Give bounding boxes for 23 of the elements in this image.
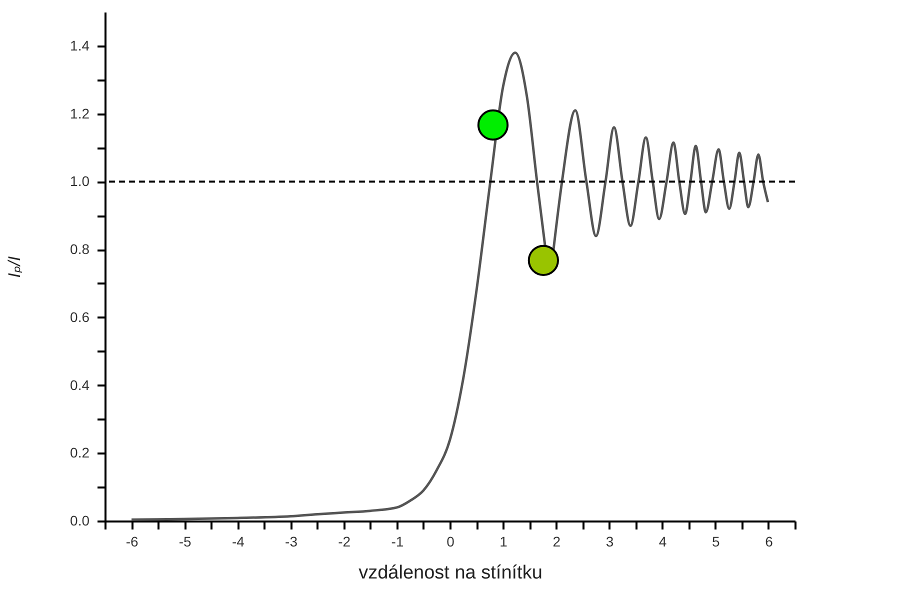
x-tick-label: 3 (606, 534, 614, 550)
y-axis-title: Iₚ/I (5, 256, 24, 278)
x-tick-label: 0 (446, 534, 455, 550)
x-tick-label: -3 (285, 534, 298, 550)
x-axis-title: vzdálenost na stínítku (358, 562, 542, 584)
y-tick-label: 0.8 (70, 241, 90, 258)
x-tick-label: 1 (500, 534, 508, 550)
y-tick-label: 0.2 (70, 444, 90, 461)
y-tick-label: 0.0 (70, 512, 90, 528)
y-tick-label: 1.0 (70, 173, 90, 190)
x-tick-label: 2 (552, 534, 561, 550)
y-tick-label: 0.6 (70, 308, 90, 325)
x-tick-label: -6 (126, 534, 138, 550)
x-tick-label: -2 (338, 534, 351, 550)
y-tick-label: 1.4 (70, 37, 90, 54)
x-tick-label: 5 (712, 534, 720, 550)
y-tick-label: 1.2 (70, 105, 90, 122)
x-tick-label: -5 (178, 534, 192, 550)
y-tick-label: 0.4 (70, 376, 90, 393)
x-tick-label: -1 (391, 534, 404, 550)
x-tick-label: -4 (232, 534, 245, 550)
x-tick-label: 4 (658, 534, 667, 550)
x-tick-label: 6 (765, 534, 774, 550)
